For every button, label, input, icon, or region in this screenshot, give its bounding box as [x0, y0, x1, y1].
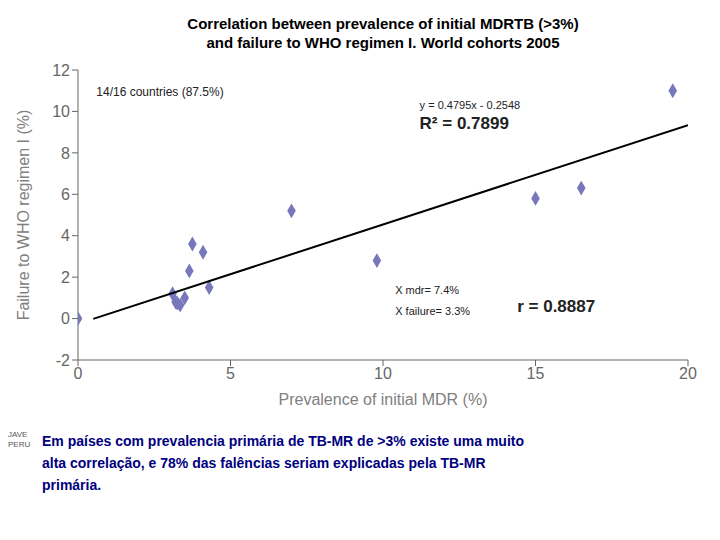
svg-text:2: 2	[61, 269, 70, 286]
html-text:JAVE PERU: JAVE PERU	[8, 430, 31, 449]
svg-text:0: 0	[61, 310, 70, 327]
svg-text:5: 5	[226, 365, 235, 382]
svg-text:10: 10	[374, 365, 392, 382]
html-text:and failure to WHO regimen I.: and failure to WHO regimen I. World coho…	[206, 34, 560, 51]
svg-text:10: 10	[52, 103, 70, 120]
svg-text:0: 0	[74, 365, 83, 382]
svg-text:4: 4	[61, 227, 70, 244]
html-text:alta correlação, e 78% das fal: alta correlação, e 78% das falências ser…	[42, 455, 486, 471]
html-text:Em países com prevalencia prim: Em países com prevalencia primária de TB…	[42, 433, 524, 449]
html-text:R² = 0.7899: R² = 0.7899	[419, 113, 509, 133]
svg-text:12: 12	[52, 62, 70, 79]
html-text:Correlation between prevalence: Correlation between prevalence of initia…	[187, 15, 579, 32]
svg-text:20: 20	[679, 365, 697, 382]
svg-text:8: 8	[61, 145, 70, 162]
svg-text:-2: -2	[56, 352, 70, 369]
html-text:r = 0.8887: r = 0.8887	[517, 296, 596, 316]
svg-text:15: 15	[527, 365, 545, 382]
svg-text:6: 6	[61, 186, 70, 203]
html-text:X failure= 3.3%: X failure= 3.3%	[395, 304, 471, 317]
html-text:X mdr= 7.4%: X mdr= 7.4%	[395, 284, 460, 297]
svg-text:Failure to WHO regimen I (%): Failure to WHO regimen I (%)	[15, 110, 32, 321]
html-text:y = 0.4795x - 0.2548: y = 0.4795x - 0.2548	[419, 98, 521, 111]
html-text:14/16 countries (87.5%): 14/16 countries (87.5%)	[96, 84, 224, 99]
html-text:primária.: primária.	[42, 477, 102, 493]
svg-text:Prevalence of initial MDR (%): Prevalence of initial MDR (%)	[279, 391, 488, 408]
